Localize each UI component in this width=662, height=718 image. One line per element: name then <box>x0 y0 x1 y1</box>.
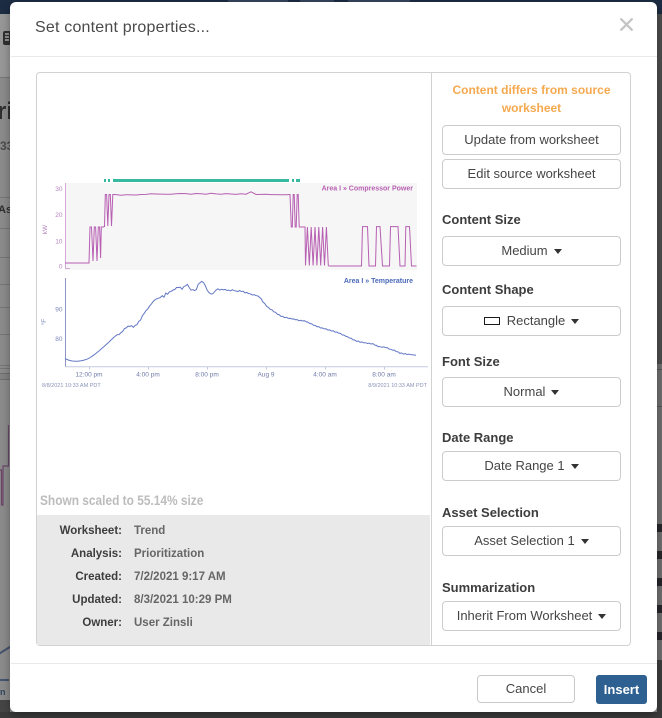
svg-text:8/8/2021 10:33 AM PDT: 8/8/2021 10:33 AM PDT <box>42 383 101 389</box>
svg-text:8:00 pm: 8:00 pm <box>195 372 219 379</box>
svg-text:8:00 am: 8:00 am <box>372 372 396 379</box>
svg-text:Area I » Temperature: Area I » Temperature <box>344 278 413 285</box>
svg-text:30: 30 <box>55 186 63 193</box>
svg-text:Area I » Compressor Power: Area I » Compressor Power <box>322 186 414 193</box>
svg-text:90: 90 <box>55 306 63 313</box>
svg-text:20: 20 <box>55 212 63 219</box>
svg-text:10: 10 <box>55 238 63 245</box>
svg-text:12:00 pm: 12:00 pm <box>75 372 102 379</box>
svg-text:4:00 am: 4:00 am <box>313 372 337 379</box>
svg-text:°F: °F <box>40 319 48 326</box>
svg-text:8/9/2021 10:33 AM PDT: 8/9/2021 10:33 AM PDT <box>368 383 427 389</box>
svg-text:0: 0 <box>59 263 63 270</box>
svg-text:4:00 pm: 4:00 pm <box>136 372 160 379</box>
svg-text:80: 80 <box>55 336 63 343</box>
svg-text:kW: kW <box>42 224 49 234</box>
svg-text:Aug 9: Aug 9 <box>258 372 275 379</box>
